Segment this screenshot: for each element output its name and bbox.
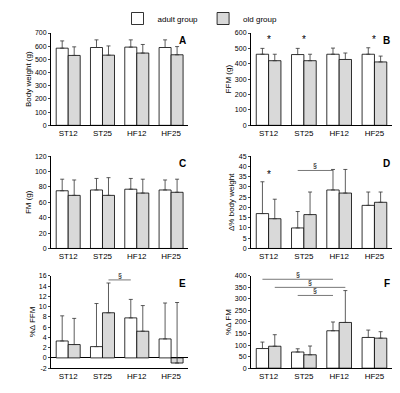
svg-text:*: * [302,34,306,45]
svg-text:5: 5 [243,235,247,242]
svg-text:%Δ FM: %Δ FM [224,309,233,335]
svg-text:30: 30 [239,183,247,190]
svg-text:D: D [383,158,390,169]
svg-text:700: 700 [35,29,47,36]
svg-text:200: 200 [35,95,47,102]
svg-text:ST12: ST12 [59,372,79,381]
svg-text:300: 300 [235,295,247,302]
svg-text:ST25: ST25 [294,129,314,138]
svg-text:40: 40 [239,163,247,170]
svg-text:300: 300 [235,76,247,83]
svg-text:0: 0 [43,354,47,361]
svg-text:200: 200 [235,318,247,325]
svg-text:50: 50 [239,353,247,360]
svg-text:HF25: HF25 [161,252,181,261]
svg-text:HF12: HF12 [329,372,349,381]
svg-text:ST25: ST25 [294,372,314,381]
svg-text:60: 60 [39,199,47,206]
svg-text:20: 20 [239,204,247,211]
svg-text:ST12: ST12 [59,129,79,138]
svg-text:A: A [179,35,186,46]
svg-text:C: C [179,158,186,169]
svg-text:ST25: ST25 [93,372,113,381]
svg-text:40: 40 [39,214,47,221]
svg-text:0: 0 [243,365,247,372]
svg-text:B: B [383,35,390,46]
svg-text:HF12: HF12 [127,129,147,138]
svg-text:HF25: HF25 [161,129,181,138]
svg-text:ST12: ST12 [259,129,279,138]
svg-text:HF12: HF12 [329,252,349,261]
svg-text:FM (g): FM (g) [24,190,33,214]
svg-text:ST12: ST12 [259,252,279,261]
svg-text:6: 6 [43,324,47,331]
svg-text:HF12: HF12 [329,129,349,138]
svg-text:HF25: HF25 [161,372,181,381]
svg-text:FFM (g): FFM (g) [224,65,233,94]
svg-text:§: § [296,271,300,278]
svg-text:§: § [308,279,312,286]
svg-text:2: 2 [43,344,47,351]
svg-text:Body weight (g): Body weight (g) [24,51,33,107]
svg-text:8: 8 [43,313,47,320]
svg-text:20: 20 [39,230,47,237]
svg-text:80: 80 [39,183,47,190]
svg-text:*: * [372,34,376,45]
svg-text:HF25: HF25 [365,372,385,381]
svg-text:%Δ FFM: %Δ FFM [28,306,37,337]
svg-text:0: 0 [243,122,247,129]
svg-text:350: 350 [235,284,247,291]
svg-text:100: 100 [235,342,247,349]
svg-text:*: * [267,34,271,45]
svg-text:14: 14 [39,283,47,290]
svg-text:100: 100 [35,109,47,116]
svg-text:§: § [118,272,122,279]
svg-text:35: 35 [239,173,247,180]
svg-text:100: 100 [35,168,47,175]
svg-text:Δ% body weight: Δ% body weight [227,173,236,231]
svg-text:200: 200 [235,91,247,98]
svg-text:*: * [267,169,271,180]
svg-text:§: § [313,162,317,169]
svg-text:0: 0 [243,245,247,252]
svg-text:HF25: HF25 [365,252,385,261]
svg-text:500: 500 [235,45,247,52]
svg-text:ST25: ST25 [93,129,113,138]
svg-text:§: § [313,287,317,294]
svg-text:-2: -2 [40,365,46,372]
svg-text:15: 15 [239,214,247,221]
svg-text:F: F [384,278,390,289]
svg-text:0: 0 [43,245,47,252]
svg-text:25: 25 [239,194,247,201]
svg-text:120: 120 [35,153,47,160]
svg-text:E: E [179,278,186,289]
svg-text:adult group: adult group [158,15,199,24]
svg-text:ST12: ST12 [59,252,79,261]
svg-text:600: 600 [235,29,247,36]
svg-text:ST25: ST25 [294,252,314,261]
svg-text:4: 4 [43,334,47,341]
svg-text:12: 12 [39,293,47,300]
svg-text:HF12: HF12 [127,372,147,381]
svg-text:0: 0 [43,122,47,129]
svg-text:250: 250 [235,307,247,314]
svg-text:400: 400 [235,60,247,67]
svg-text:45: 45 [239,153,247,160]
svg-text:500: 500 [35,56,47,63]
svg-text:ST25: ST25 [93,252,113,261]
svg-text:150: 150 [235,330,247,337]
svg-text:16: 16 [39,272,47,279]
svg-text:400: 400 [235,272,247,279]
svg-text:ST12: ST12 [259,372,279,381]
svg-text:10: 10 [39,303,47,310]
svg-text:old group: old group [243,15,277,24]
svg-text:100: 100 [235,106,247,113]
svg-text:300: 300 [35,82,47,89]
svg-text:HF12: HF12 [127,252,147,261]
svg-text:HF25: HF25 [365,129,385,138]
svg-text:10: 10 [239,224,247,231]
svg-text:400: 400 [35,69,47,76]
svg-text:600: 600 [35,43,47,50]
